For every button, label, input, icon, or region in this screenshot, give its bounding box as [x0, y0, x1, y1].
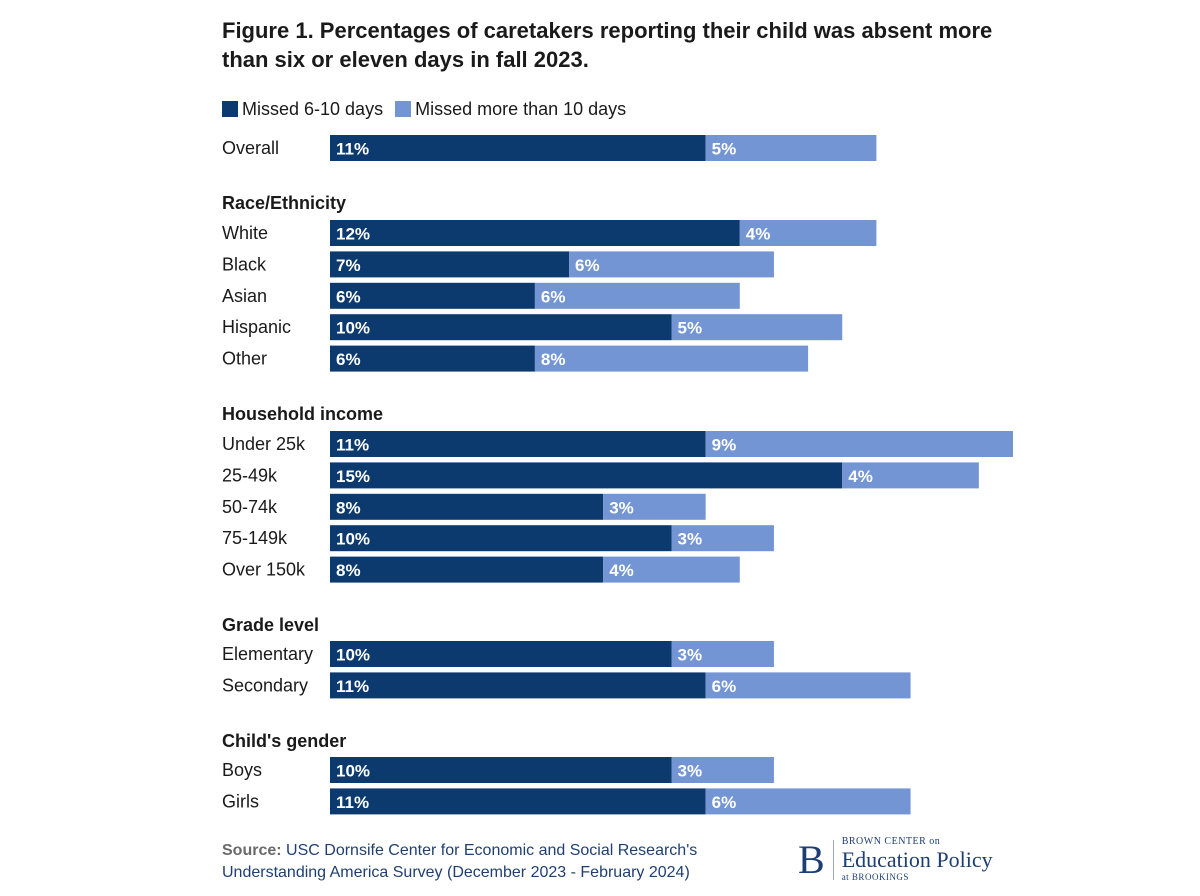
value-more-than-10-50-74k: 3%	[609, 498, 634, 517]
bar-6-10-25-49k	[330, 462, 843, 489]
legend-item-6-10: Missed 6-10 days	[222, 99, 383, 120]
value-6-10-50-74k: 8%	[336, 498, 361, 517]
value-more-than-10-overall: 5%	[712, 140, 737, 159]
bar-6-10-secondary	[330, 672, 706, 699]
row-label-overall: Overall	[222, 138, 279, 158]
row-label-white: White	[222, 223, 268, 243]
legend-swatch-6-10	[222, 101, 238, 117]
value-more-than-10-black: 6%	[575, 256, 600, 275]
bar-more-than-10-secondary	[705, 672, 911, 699]
legend-swatch-more-than-10	[395, 101, 412, 117]
bar-more-than-10-75-149k	[671, 525, 774, 552]
bar-more-than-10-girls	[705, 788, 911, 815]
value-6-10-boys: 10%	[336, 762, 370, 781]
logo-line-2: Education Policy	[841, 847, 993, 872]
bar-6-10-75-149k	[330, 525, 672, 552]
bar-6-10-elementary	[330, 641, 672, 667]
bar-more-than-10-black	[569, 251, 774, 278]
row-label-50-74k: 50-74k	[222, 497, 278, 517]
value-more-than-10-hispanic: 5%	[678, 319, 703, 338]
value-more-than-10-white: 4%	[746, 225, 771, 244]
bar-more-than-10-other	[534, 345, 809, 372]
bar-6-10-50-74k	[330, 493, 604, 520]
bar-6-10-hispanic	[330, 314, 672, 341]
bar-6-10-black	[330, 251, 570, 278]
value-6-10-secondary: 11%	[336, 677, 369, 696]
legend: Missed 6-10 days Missed more than 10 day…	[222, 98, 638, 120]
legend-label-6-10: Missed 6-10 days	[242, 98, 384, 119]
group-header-household-income: Household income	[222, 404, 383, 424]
row-label-under-25k: Under 25k	[222, 434, 306, 454]
value-more-than-10-over-150k: 4%	[609, 561, 634, 580]
value-more-than-10-75-149k: 3%	[678, 530, 703, 549]
value-6-10-hispanic: 10%	[336, 319, 370, 338]
value-6-10-75-149k: 10%	[336, 530, 370, 549]
value-6-10-white: 12%	[336, 225, 370, 244]
bar-more-than-10-white	[739, 220, 877, 246]
bar-more-than-10-overall	[705, 135, 877, 161]
value-more-than-10-secondary: 6%	[712, 677, 737, 696]
value-6-10-over-150k: 8%	[336, 561, 361, 580]
value-more-than-10-elementary: 3%	[678, 646, 703, 665]
row-label-secondary: Secondary	[222, 675, 308, 695]
bar-more-than-10-over-150k	[603, 556, 740, 583]
legend-label-more-than-10: Missed more than 10 days	[415, 98, 627, 119]
bar-6-10-over-150k	[330, 556, 604, 583]
bar-6-10-girls	[330, 788, 706, 815]
bar-more-than-10-under-25k	[705, 431, 1013, 457]
value-more-than-10-25-49k: 4%	[848, 467, 873, 486]
row-label-black: Black	[222, 254, 267, 274]
row-label-girls: Girls	[222, 791, 259, 811]
source-line-1: USC Dornsife Center for Economic and Soc…	[286, 842, 698, 859]
logo-line-1: BROWN CENTER on	[841, 836, 941, 847]
logo-mark: B	[798, 839, 834, 880]
value-more-than-10-other: 8%	[541, 350, 566, 369]
group-header-grade-level: Grade level	[222, 615, 319, 635]
value-6-10-black: 7%	[336, 256, 361, 275]
row-label-elementary: Elementary	[222, 644, 313, 664]
value-more-than-10-girls: 6%	[712, 793, 737, 812]
group-header-child-s-gender: Child's gender	[222, 731, 346, 751]
row-label-75-149k: 75-149k	[222, 528, 288, 548]
bar-more-than-10-hispanic	[671, 314, 843, 341]
value-6-10-other: 6%	[336, 350, 361, 369]
bar-more-than-10-50-74k	[603, 493, 706, 520]
value-more-than-10-asian: 6%	[541, 287, 566, 306]
value-6-10-asian: 6%	[336, 287, 361, 306]
bar-more-than-10-asian	[534, 282, 740, 309]
source-line-2: Understanding America Survey (December 2…	[222, 864, 690, 881]
bar-6-10-overall	[330, 135, 706, 161]
value-6-10-25-49k: 15%	[336, 467, 370, 486]
bar-6-10-asian	[330, 282, 535, 309]
bar-6-10-under-25k	[330, 431, 706, 457]
value-6-10-elementary: 10%	[336, 646, 370, 665]
brookings-logo: B BROWN CENTER on Education Policy at BR…	[798, 836, 993, 883]
bar-6-10-boys	[330, 757, 672, 783]
row-label-hispanic: Hispanic	[222, 317, 291, 337]
row-label-boys: Boys	[222, 760, 262, 780]
chart-title: Figure 1. Percentages of caretakers repo…	[222, 18, 993, 72]
bar-6-10-white	[330, 220, 740, 246]
row-label-25-49k: 25-49k	[222, 465, 278, 485]
row-label-other: Other	[222, 349, 267, 369]
source-note: Source: USC Dornsife Center for Economic…	[222, 840, 697, 884]
row-label-asian: Asian	[222, 286, 267, 306]
logo-line-3: at BROOKINGS	[841, 872, 909, 882]
value-more-than-10-boys: 3%	[678, 762, 703, 781]
row-label-over-150k: Over 150k	[222, 560, 306, 580]
value-more-than-10-under-25k: 9%	[712, 436, 737, 455]
bar-6-10-other	[330, 345, 535, 372]
group-header-race-ethnicity: Race/Ethnicity	[222, 193, 346, 213]
value-6-10-under-25k: 11%	[336, 436, 369, 455]
source-label: Source:	[222, 842, 282, 859]
legend-item-more-than-10: Missed more than 10 days	[395, 99, 626, 120]
bar-more-than-10-25-49k	[842, 462, 979, 489]
value-6-10-overall: 11%	[336, 140, 369, 159]
value-6-10-girls: 11%	[336, 793, 369, 812]
bar-more-than-10-boys	[671, 757, 774, 783]
bar-more-than-10-elementary	[671, 641, 774, 667]
